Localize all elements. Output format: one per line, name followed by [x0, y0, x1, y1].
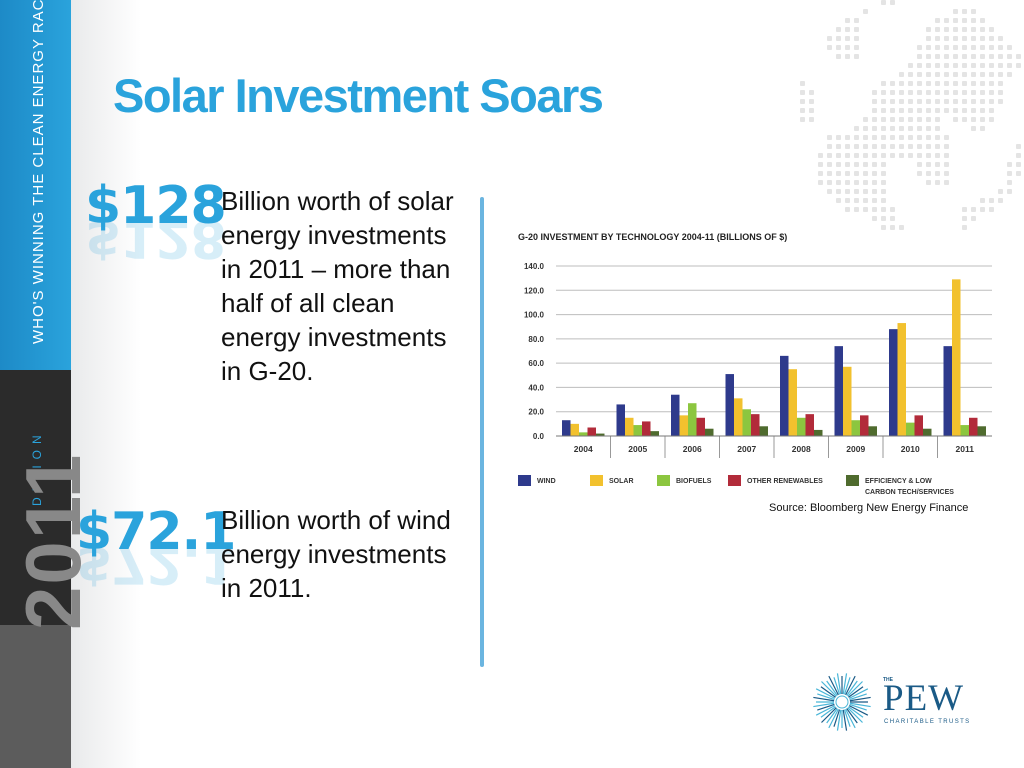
bar-biofuels-2008	[797, 417, 806, 436]
bar-wind-2007	[725, 374, 734, 436]
sidebar-blue-panel	[0, 0, 71, 370]
bar-wind-2008	[780, 355, 789, 436]
bar-other-renewables-2011	[969, 417, 978, 436]
bar-other-renewables-2005	[642, 421, 651, 436]
y-tick-label: 40.0	[528, 383, 544, 392]
legend-swatch	[518, 475, 531, 486]
pew-logo-subtitle: CHARITABLE TRUSTS	[884, 719, 971, 725]
x-tick-label: 2011	[956, 444, 975, 454]
legend-label: SOLAR	[609, 478, 634, 485]
y-tick-label: 120.0	[524, 286, 545, 295]
bar-solar-2009	[843, 366, 852, 436]
bar-other-renewables-2010	[914, 415, 923, 436]
bar-solar-2004	[570, 423, 579, 436]
bar-biofuels-2004	[579, 432, 588, 436]
chart-title: G-20 INVESTMENT BY TECHNOLOGY 2004-11 (B…	[518, 232, 787, 242]
x-tick-label: 2004	[574, 444, 593, 454]
bar-wind-2006	[671, 394, 680, 436]
bar-biofuels-2006	[688, 403, 697, 436]
stat-wind-text: Billion worth of wind energy investments…	[221, 505, 451, 603]
bar-solar-2006	[679, 415, 688, 436]
legend-label: BIOFUELS	[676, 478, 712, 485]
pew-logo-the: THE	[883, 677, 893, 683]
bar-other-renewables-2004	[587, 427, 596, 436]
legend-label: OTHER RENEWABLES	[747, 478, 823, 485]
bar-biofuels-2009	[851, 420, 860, 436]
bar-other-renewables-2008	[805, 414, 814, 436]
sidebar-tagline: WHO'S WINNING THE CLEAN ENERGY RACE?	[30, 0, 47, 344]
chart-source-note: Source: Bloomberg New Energy Finance	[769, 502, 969, 514]
bar-efficiency-low-carbon-tech-services-2006	[705, 428, 714, 436]
bar-wind-2010	[889, 329, 898, 436]
x-tick-label: 2010	[901, 444, 920, 454]
bar-efficiency-low-carbon-tech-services-2008	[814, 429, 823, 436]
stat-wind-figure-reflection: $72.1	[76, 534, 236, 594]
legend-swatch	[590, 475, 603, 486]
x-tick-label: 2009	[846, 444, 865, 454]
bar-biofuels-2011	[960, 425, 969, 436]
bar-efficiency-low-carbon-tech-services-2007	[759, 426, 768, 436]
legend-swatch	[846, 475, 859, 486]
stat-wind-figure: $72.1	[76, 502, 236, 562]
stat-solar-figure-reflection: $128	[85, 208, 226, 268]
bar-wind-2004	[562, 420, 571, 436]
bar-efficiency-low-carbon-tech-services-2009	[868, 426, 877, 436]
sidebar-dark-panel	[0, 370, 71, 625]
sidebar-shadow	[71, 0, 141, 768]
bar-wind-2005	[616, 404, 625, 436]
stat-solar-figure: $128	[85, 176, 227, 236]
sidebar-gray-panel	[0, 625, 71, 768]
bar-solar-2008	[788, 369, 797, 436]
bar-other-renewables-2006	[696, 417, 705, 436]
bar-wind-2009	[834, 346, 843, 436]
bar-wind-2011	[943, 346, 952, 436]
bar-other-renewables-2009	[860, 415, 869, 436]
bar-efficiency-low-carbon-tech-services-2004	[596, 433, 605, 436]
x-tick-label: 2005	[628, 444, 647, 454]
legend-label: WIND	[537, 478, 556, 485]
pew-sunburst-icon	[813, 673, 871, 731]
legend-label: EFFICIENCY & LOW CARBON TECH/SERVICES	[865, 478, 954, 496]
bar-biofuels-2005	[633, 425, 642, 436]
bar-solar-2010	[897, 323, 906, 436]
y-tick-label: 100.0	[524, 311, 545, 320]
x-tick-label: 2007	[737, 444, 756, 454]
bar-biofuels-2010	[906, 422, 915, 436]
y-tick-label: 80.0	[528, 335, 544, 344]
y-tick-label: 20.0	[528, 408, 544, 417]
vertical-divider	[480, 197, 484, 667]
legend-swatch	[657, 475, 670, 486]
bar-solar-2011	[952, 279, 961, 436]
y-tick-label: 140.0	[524, 262, 545, 271]
bar-solar-2007	[734, 398, 743, 436]
investment-bar-chart: G-20 INVESTMENT BY TECHNOLOGY 2004-11 (B…	[518, 232, 992, 496]
globe-decoration	[800, 0, 1021, 230]
bar-efficiency-low-carbon-tech-services-2005	[650, 431, 659, 436]
y-tick-label: 60.0	[528, 359, 544, 368]
x-tick-label: 2006	[683, 444, 702, 454]
x-tick-label: 2008	[792, 444, 811, 454]
bar-efficiency-low-carbon-tech-services-2010	[923, 428, 932, 436]
bar-other-renewables-2007	[751, 414, 760, 436]
stat-solar-text: Billion worth of solar energy investment…	[221, 186, 454, 386]
page-title: Solar Investment Soars	[113, 69, 604, 122]
y-tick-label: 0.0	[533, 432, 545, 441]
bar-solar-2005	[625, 417, 634, 436]
bar-biofuels-2007	[742, 409, 751, 436]
pew-logo-name: PEW	[883, 678, 965, 719]
bar-efficiency-low-carbon-tech-services-2011	[977, 426, 986, 436]
legend-swatch	[728, 475, 741, 486]
